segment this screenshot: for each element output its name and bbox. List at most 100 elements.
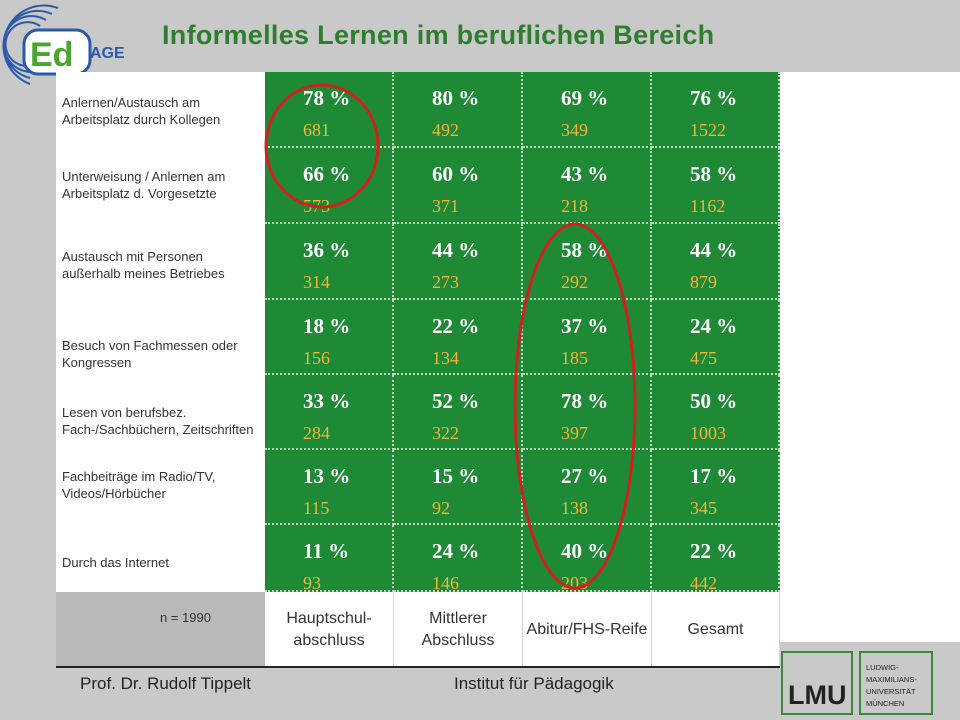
percent-value: 36 % — [303, 238, 351, 262]
lmu-name-line: UNIVERSITÄT — [866, 687, 916, 696]
count-value: 156 — [303, 348, 330, 368]
count-value: 292 — [561, 272, 588, 292]
column-header: Mittlerer Abschluss — [394, 592, 523, 668]
percent-value: 15 % — [432, 464, 480, 488]
percent-value: 52 % — [432, 389, 480, 413]
percent-value: 44 % — [432, 238, 480, 262]
percent-value: 13 % — [303, 464, 351, 488]
percent-value: 27 % — [561, 464, 609, 488]
value-cell: 78 % 681 — [265, 72, 394, 148]
percent-value: 37 % — [561, 314, 609, 338]
column-header: Hauptschul-abschluss — [265, 592, 394, 668]
value-grid: 78 % 681 80 % 492 69 % 349 76 % 1522 66 % 573 60 %… — [265, 72, 780, 593]
lmu-name-line: MAXIMILIANS- — [866, 675, 917, 684]
count-value: 322 — [432, 423, 459, 443]
percent-value: 43 % — [561, 162, 609, 186]
column-header: Abitur/FHS-Reife — [523, 592, 652, 668]
percent-value: 18 % — [303, 314, 351, 338]
value-cell: 36 % 314 — [265, 224, 394, 300]
lmu-mark: LMU — [788, 680, 846, 710]
percent-value: 40 % — [561, 539, 609, 563]
value-cell: 43 % 218 — [523, 148, 652, 224]
percent-value: 76 % — [690, 86, 738, 110]
percent-value: 24 % — [432, 539, 480, 563]
slide-title: Informelles Lernen im beruflichen Bereic… — [162, 20, 715, 50]
value-cell: 60 % 371 — [394, 148, 523, 224]
value-cell: 11 % 93 — [265, 525, 394, 593]
count-value: 397 — [561, 423, 588, 443]
value-cell: 58 % 292 — [523, 224, 652, 300]
lmu-name-line: LUDWIG- — [866, 663, 899, 672]
value-cell: 22 % 442 — [652, 525, 780, 593]
value-cell: 69 % 349 — [523, 72, 652, 148]
value-cell: 15 % 92 — [394, 450, 523, 525]
footer-author: Prof. Dr. Rudolf Tippelt — [80, 674, 252, 693]
percent-value: 60 % — [432, 162, 480, 186]
percent-value: 69 % — [561, 86, 609, 110]
row-label: Lesen von berufsbez. Fach-/Sachbüchern, … — [62, 405, 254, 437]
row-label: Anlernen/Austausch am Arbeitsplatz durch… — [62, 95, 221, 127]
count-value: 273 — [432, 272, 459, 292]
count-value: 573 — [303, 196, 330, 216]
count-value: 475 — [690, 348, 717, 368]
percent-value: 22 % — [432, 314, 480, 338]
row-label: Besuch von Fachmessen oder Kongressen — [62, 338, 238, 370]
count-value: 442 — [690, 573, 717, 593]
value-cell: 50 % 1003 — [652, 375, 780, 450]
count-value: 371 — [432, 196, 459, 216]
percent-value: 66 % — [303, 162, 351, 186]
row-labels: Anlernen/Austausch am Arbeitsplatz durch… — [56, 72, 265, 592]
percent-value: 78 % — [561, 389, 609, 413]
column-header: Gesamt — [652, 592, 780, 668]
count-value: 349 — [561, 120, 588, 140]
count-value: 138 — [561, 498, 588, 518]
value-cell: 18 % 156 — [265, 300, 394, 375]
count-value: 218 — [561, 196, 588, 216]
count-value: 134 — [432, 348, 459, 368]
percent-value: 50 % — [690, 389, 738, 413]
logo-age-text: AGE — [90, 45, 125, 62]
count-value: 879 — [690, 272, 717, 292]
lmu-logo: LMU LUDWIG- MAXIMILIANS- UNIVERSITÄT MÜN… — [781, 651, 933, 715]
count-value: 681 — [303, 120, 330, 140]
value-cell: 13 % 115 — [265, 450, 394, 525]
column-headers: Hauptschul-abschluss Mittlerer Abschluss… — [265, 592, 780, 668]
value-cell: 24 % 146 — [394, 525, 523, 593]
sample-size: n = 1990 — [160, 610, 211, 625]
sample-size-cell: n = 1990 — [56, 592, 265, 668]
value-cell: 76 % 1522 — [652, 72, 780, 148]
value-cell: 40 % 203 — [523, 525, 652, 593]
percent-value: 78 % — [303, 86, 351, 110]
value-cell: 52 % 322 — [394, 375, 523, 450]
count-value: 93 — [303, 573, 321, 593]
count-value: 146 — [432, 573, 459, 593]
percent-value: 58 % — [561, 238, 609, 262]
percent-value: 44 % — [690, 238, 738, 262]
count-value: 115 — [303, 498, 330, 518]
value-cell: 37 % 185 — [523, 300, 652, 375]
count-value: 1162 — [690, 196, 726, 216]
value-cell: 44 % 273 — [394, 224, 523, 300]
percent-value: 80 % — [432, 86, 480, 110]
row-label: Unterweisung / Anlernen am Arbeitsplatz … — [62, 169, 226, 201]
value-cell: 66 % 573 — [265, 148, 394, 224]
lmu-name-line: MÜNCHEN — [866, 699, 904, 708]
percent-value: 24 % — [690, 314, 738, 338]
footer-institute: Institut für Pädagogik — [454, 674, 614, 693]
count-value: 1003 — [690, 423, 726, 443]
percent-value: 22 % — [690, 539, 738, 563]
count-value: 203 — [561, 573, 588, 593]
footer-divider — [56, 666, 780, 668]
count-value: 92 — [432, 498, 450, 518]
count-value: 345 — [690, 498, 717, 518]
value-cell: 58 % 1162 — [652, 148, 780, 224]
data-table: Anlernen/Austausch am Arbeitsplatz durch… — [56, 72, 780, 668]
row-label: Austausch mit Personen außerhalb meines … — [62, 249, 225, 281]
value-cell: 17 % 345 — [652, 450, 780, 525]
value-cell: 44 % 879 — [652, 224, 780, 300]
percent-value: 33 % — [303, 389, 351, 413]
value-cell: 22 % 134 — [394, 300, 523, 375]
value-cell: 27 % 138 — [523, 450, 652, 525]
count-value: 314 — [303, 272, 330, 292]
count-value: 185 — [561, 348, 588, 368]
